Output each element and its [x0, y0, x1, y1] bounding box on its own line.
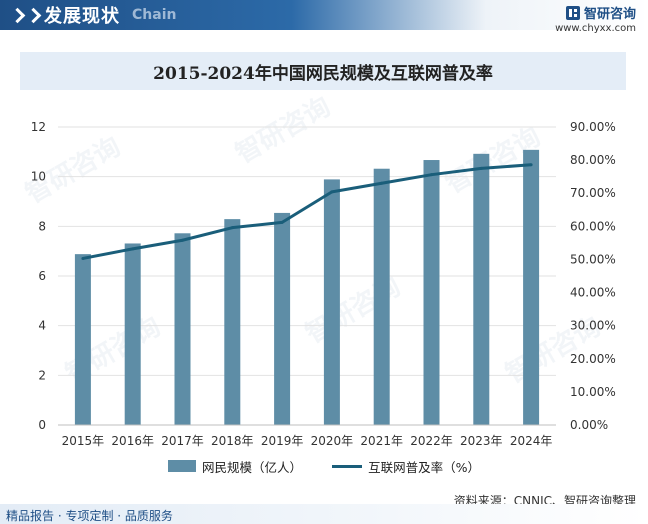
x-tick-label: 2023年 [460, 434, 503, 448]
y-right-tick-label: 10.00% [570, 385, 616, 399]
line-point [430, 173, 433, 177]
line-point [131, 247, 135, 251]
bar [124, 243, 141, 425]
legend: 网民规模（亿人） 互联网普及率（%） [0, 457, 648, 475]
bar [423, 160, 440, 426]
line-point [529, 163, 533, 167]
line-point [280, 220, 284, 224]
bar [174, 233, 191, 425]
y-left-tick-label: 6 [38, 269, 46, 283]
x-tick-label: 2024年 [510, 434, 553, 448]
line-point [330, 190, 334, 194]
section-title: 发展现状 Chain [12, 3, 176, 27]
x-tick-label: 2019年 [261, 434, 304, 448]
legend-line-swatch [332, 464, 363, 468]
y-right-tick-label: 70.00% [570, 186, 616, 200]
chart-title: 2015-2024年中国网民规模及互联网普及率 [153, 63, 493, 84]
y-left-tick-label: 4 [38, 319, 46, 333]
y-right-tick-label: 50.00% [570, 252, 616, 266]
section-title-text: 发展现状 [44, 6, 120, 27]
line-series [82, 163, 532, 260]
y-right-tick-label: 90.00% [570, 120, 616, 134]
line-point [181, 238, 184, 242]
y-right-tick-label: 0.00% [570, 418, 608, 432]
footer-bar: 精品报告 · 专项定制 · 品质服务 [0, 504, 648, 524]
brand-name: 智研咨询 [583, 7, 636, 22]
y-left-tick-label: 0 [38, 418, 46, 432]
line-point [230, 226, 234, 230]
y-right-tick-label: 40.00% [570, 286, 616, 300]
x-tick-label: 2020年 [311, 434, 354, 448]
x-tick-label: 2016年 [111, 434, 154, 448]
x-tick-label: 2018年 [211, 434, 254, 448]
footer-text: 精品报告 · 专项定制 · 品质服务 [6, 509, 173, 523]
line-point [81, 256, 85, 260]
legend-item-bar: 网民规模（亿人） [168, 457, 302, 476]
x-tick-label: 2022年 [410, 434, 453, 448]
bar [523, 149, 540, 425]
x-tick-label: 2021年 [360, 434, 403, 448]
brand-url: www.chyxx.com [555, 23, 636, 34]
y-left-tick-label: 12 [31, 120, 46, 134]
chart-title-box: 2015-2024年中国网民规模及互联网普及率 [20, 52, 626, 90]
section-subtitle: Chain [132, 7, 177, 23]
brand-logo-icon [565, 5, 580, 20]
y-right-tick-label: 80.00% [570, 153, 616, 167]
legend-bar-label: 网民规模（亿人） [202, 459, 303, 475]
bar [224, 219, 241, 425]
x-tick-label: 2015年 [62, 434, 105, 448]
y-left-tick-label: 8 [38, 219, 46, 233]
x-tick-label: 2017年 [161, 434, 204, 448]
legend-line-label: 互联网普及率（%） [368, 459, 480, 475]
bar [274, 212, 291, 425]
legend-bar-swatch [168, 460, 197, 472]
line-point [380, 181, 384, 185]
bar [473, 153, 490, 425]
y-right-tick-label: 30.00% [570, 319, 616, 333]
bar [373, 168, 390, 425]
bar [323, 179, 340, 425]
bar [74, 254, 91, 425]
header-bar [0, 0, 648, 30]
y-left-tick-label: 2 [38, 368, 46, 382]
y-right-tick-label: 60.00% [570, 219, 616, 233]
line-point [479, 166, 483, 170]
brand: 智研咨询 www.chyxx.com [555, 3, 636, 34]
y-right-tick-label: 20.00% [570, 352, 616, 366]
legend-item-line: 互联网普及率（%） [332, 457, 480, 476]
y-left-tick-label: 10 [31, 170, 46, 184]
